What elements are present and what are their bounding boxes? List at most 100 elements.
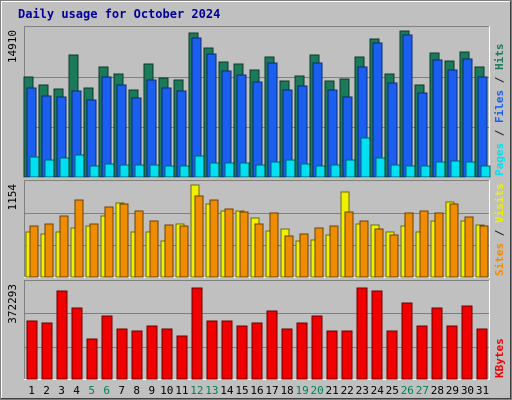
bar-files-day-30 <box>462 58 473 178</box>
bar-kbytes-day-7 <box>116 328 128 380</box>
x-tick-label: 20 <box>311 384 324 397</box>
bar-files-day-15 <box>236 74 247 178</box>
bar-kbytes-day-18 <box>281 328 293 380</box>
panel-visits: 1154 Sites / Visits <box>6 180 506 278</box>
bar-pages-day-26 <box>405 165 416 178</box>
bar-pages-day-3 <box>59 157 70 178</box>
bar-files-day-28 <box>432 59 443 178</box>
bar-pages-day-20 <box>315 165 326 178</box>
bar-kbytes-day-22 <box>341 330 353 380</box>
bar-kbytes-day-26 <box>401 302 413 380</box>
legend-entry: Sites <box>493 243 506 276</box>
legend-entry: / <box>493 123 506 143</box>
x-tick-label: 13 <box>205 384 218 397</box>
x-tick-label: 14 <box>220 384 234 397</box>
bar-kbytes-day-12 <box>191 287 203 380</box>
bar-files-day-20 <box>312 62 323 178</box>
legend-entry: KBytes <box>493 338 506 378</box>
bar-pages-day-15 <box>239 162 250 178</box>
bar-kbytes-day-29 <box>446 325 458 380</box>
x-tick-label: 31 <box>476 384 489 397</box>
x-tick-label: 7 <box>118 384 125 397</box>
bar-kbytes-day-15 <box>236 325 248 380</box>
bar-sites-day-8 <box>134 210 144 278</box>
bar-kbytes-day-2 <box>41 322 53 380</box>
bar-sites-day-4 <box>74 199 84 278</box>
bar-sites-day-20 <box>314 227 324 278</box>
bar-files-day-6 <box>101 76 112 178</box>
bar-pages-day-31 <box>480 165 491 178</box>
bar-sites-day-14 <box>224 208 234 278</box>
bar-sites-day-2 <box>44 223 54 278</box>
x-tick-label: 29 <box>446 384 459 397</box>
bar-kbytes-day-16 <box>251 322 263 380</box>
legend-visits: Sites / Visits <box>493 183 506 276</box>
bar-kbytes-day-13 <box>206 320 218 380</box>
x-tick-label: 23 <box>356 384 369 397</box>
bar-kbytes-day-27 <box>416 325 428 380</box>
x-tick-label: 22 <box>341 384 354 397</box>
ymax-label-hits: 14910 <box>6 30 19 63</box>
legend-hits: Pages / Files / Hits <box>493 44 506 177</box>
bar-files-day-24 <box>372 42 383 178</box>
bar-pages-day-27 <box>420 165 431 178</box>
x-tick-label: 28 <box>431 384 444 397</box>
chart-panels: 14910 Pages / Files / Hits 1154 Sites / Vis… <box>6 26 506 380</box>
bar-kbytes-day-30 <box>461 305 473 380</box>
bar-kbytes-day-11 <box>176 335 188 380</box>
bar-sites-day-13 <box>209 199 219 278</box>
bar-sites-day-22 <box>344 211 354 278</box>
bar-pages-day-8 <box>134 164 145 178</box>
bar-files-day-16 <box>252 81 263 178</box>
bar-pages-day-21 <box>330 164 341 178</box>
bar-sites-day-9 <box>149 220 159 278</box>
bar-sites-day-12 <box>194 195 204 278</box>
bar-pages-day-18 <box>285 159 296 178</box>
bar-kbytes-day-17 <box>266 310 278 380</box>
bar-files-day-10 <box>161 87 172 178</box>
bar-sites-day-26 <box>404 212 414 278</box>
legend-entry: / <box>493 70 506 90</box>
bar-kbytes-day-28 <box>431 307 443 380</box>
x-tick-label: 25 <box>386 384 399 397</box>
bar-files-day-11 <box>176 90 187 178</box>
legend-entry: Pages <box>493 143 506 176</box>
bar-pages-day-7 <box>119 164 130 178</box>
x-tick-label: 30 <box>461 384 474 397</box>
bar-pages-day-28 <box>435 161 446 178</box>
x-tick-label: 2 <box>43 384 50 397</box>
bar-pages-day-30 <box>465 161 476 178</box>
x-tick-label: 12 <box>190 384 203 397</box>
ymax-label-kbytes: 372293 <box>6 284 19 324</box>
bar-kbytes-day-10 <box>161 328 173 380</box>
x-tick-label: 21 <box>326 384 339 397</box>
bar-pages-day-16 <box>255 164 266 178</box>
bar-kbytes-day-25 <box>386 330 398 380</box>
bar-files-day-19 <box>297 85 308 178</box>
x-tick-label: 24 <box>371 384 385 397</box>
bar-pages-day-24 <box>375 157 386 178</box>
x-tick-label: 18 <box>280 384 293 397</box>
bar-pages-day-5 <box>89 165 100 178</box>
bar-pages-day-12 <box>194 155 205 178</box>
bar-pages-day-19 <box>300 163 311 178</box>
bar-sites-day-28 <box>434 212 444 278</box>
x-axis-labels: 1 2 3 4 5 6 7 8 9 10 11 12 13 14 15 16 17 18 19 20 21 22 23 24 2… <box>28 384 489 397</box>
bar-kbytes-day-20 <box>311 315 323 380</box>
bar-kbytes-day-24 <box>371 290 383 380</box>
x-tick-label: 5 <box>88 384 95 397</box>
bar-kbytes-day-4 <box>71 307 83 380</box>
x-tick-label: 4 <box>73 384 80 397</box>
bar-pages-day-1 <box>29 156 40 178</box>
bar-files-day-9 <box>146 79 157 178</box>
bar-kbytes-day-21 <box>326 330 338 380</box>
bar-sites-day-25 <box>389 234 399 278</box>
x-tick-label: 9 <box>148 384 155 397</box>
x-tick-label: 1 <box>28 384 35 397</box>
x-tick-label: 8 <box>133 384 140 397</box>
bar-sites-day-19 <box>299 233 309 278</box>
bar-kbytes-day-3 <box>56 290 68 380</box>
panel-hits: 14910 Pages / Files / Hits <box>6 26 506 178</box>
bar-pages-day-4 <box>74 154 85 178</box>
